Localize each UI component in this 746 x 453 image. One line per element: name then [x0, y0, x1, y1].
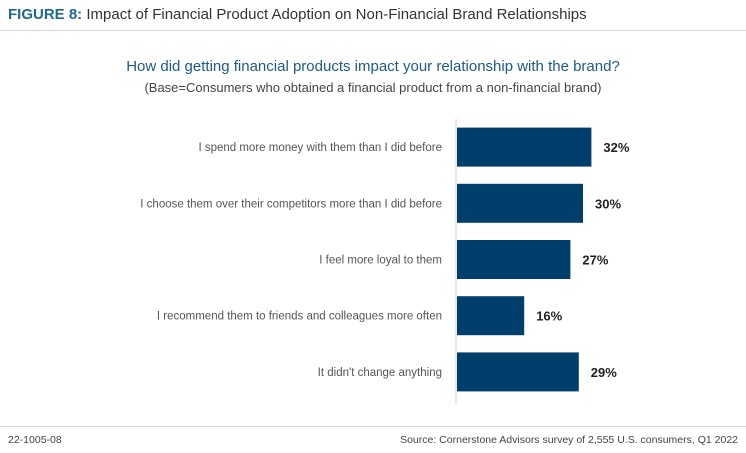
- figure-code: 22-1005-08: [8, 434, 62, 446]
- chart-title: How did getting financial products impac…: [126, 58, 620, 75]
- bar-4: [457, 352, 579, 392]
- footer-divider: [0, 426, 746, 427]
- bar-0: [457, 127, 592, 167]
- value-label-1: 30%: [595, 196, 621, 211]
- figure-title: Impact of Financial Product Adoption on …: [86, 6, 587, 23]
- chart-subtitle: (Base=Consumers who obtained a financial…: [144, 80, 602, 95]
- bar-3: [457, 296, 525, 336]
- figure-header: FIGURE 8: Impact of Financial Product Ad…: [8, 6, 587, 23]
- value-label-2: 27%: [582, 253, 608, 268]
- figure-label: FIGURE 8:: [8, 6, 83, 23]
- value-label-0: 32%: [603, 140, 629, 155]
- category-label-0: I spend more money with them than I did …: [198, 142, 442, 154]
- header-divider: [0, 30, 746, 31]
- value-label-4: 29%: [591, 365, 617, 380]
- source-note: Source: Cornerstone Advisors survey of 2…: [400, 434, 738, 446]
- bar-2: [457, 240, 571, 279]
- category-label-3: I recommend them to friends and colleagu…: [157, 311, 442, 323]
- value-label-3: 16%: [536, 309, 562, 324]
- bar-1: [457, 183, 583, 223]
- category-label-4: It didn't change anything: [318, 367, 442, 379]
- category-label-1: I choose them over their competitors mor…: [140, 198, 442, 210]
- category-label-2: I feel more loyal to them: [319, 255, 442, 267]
